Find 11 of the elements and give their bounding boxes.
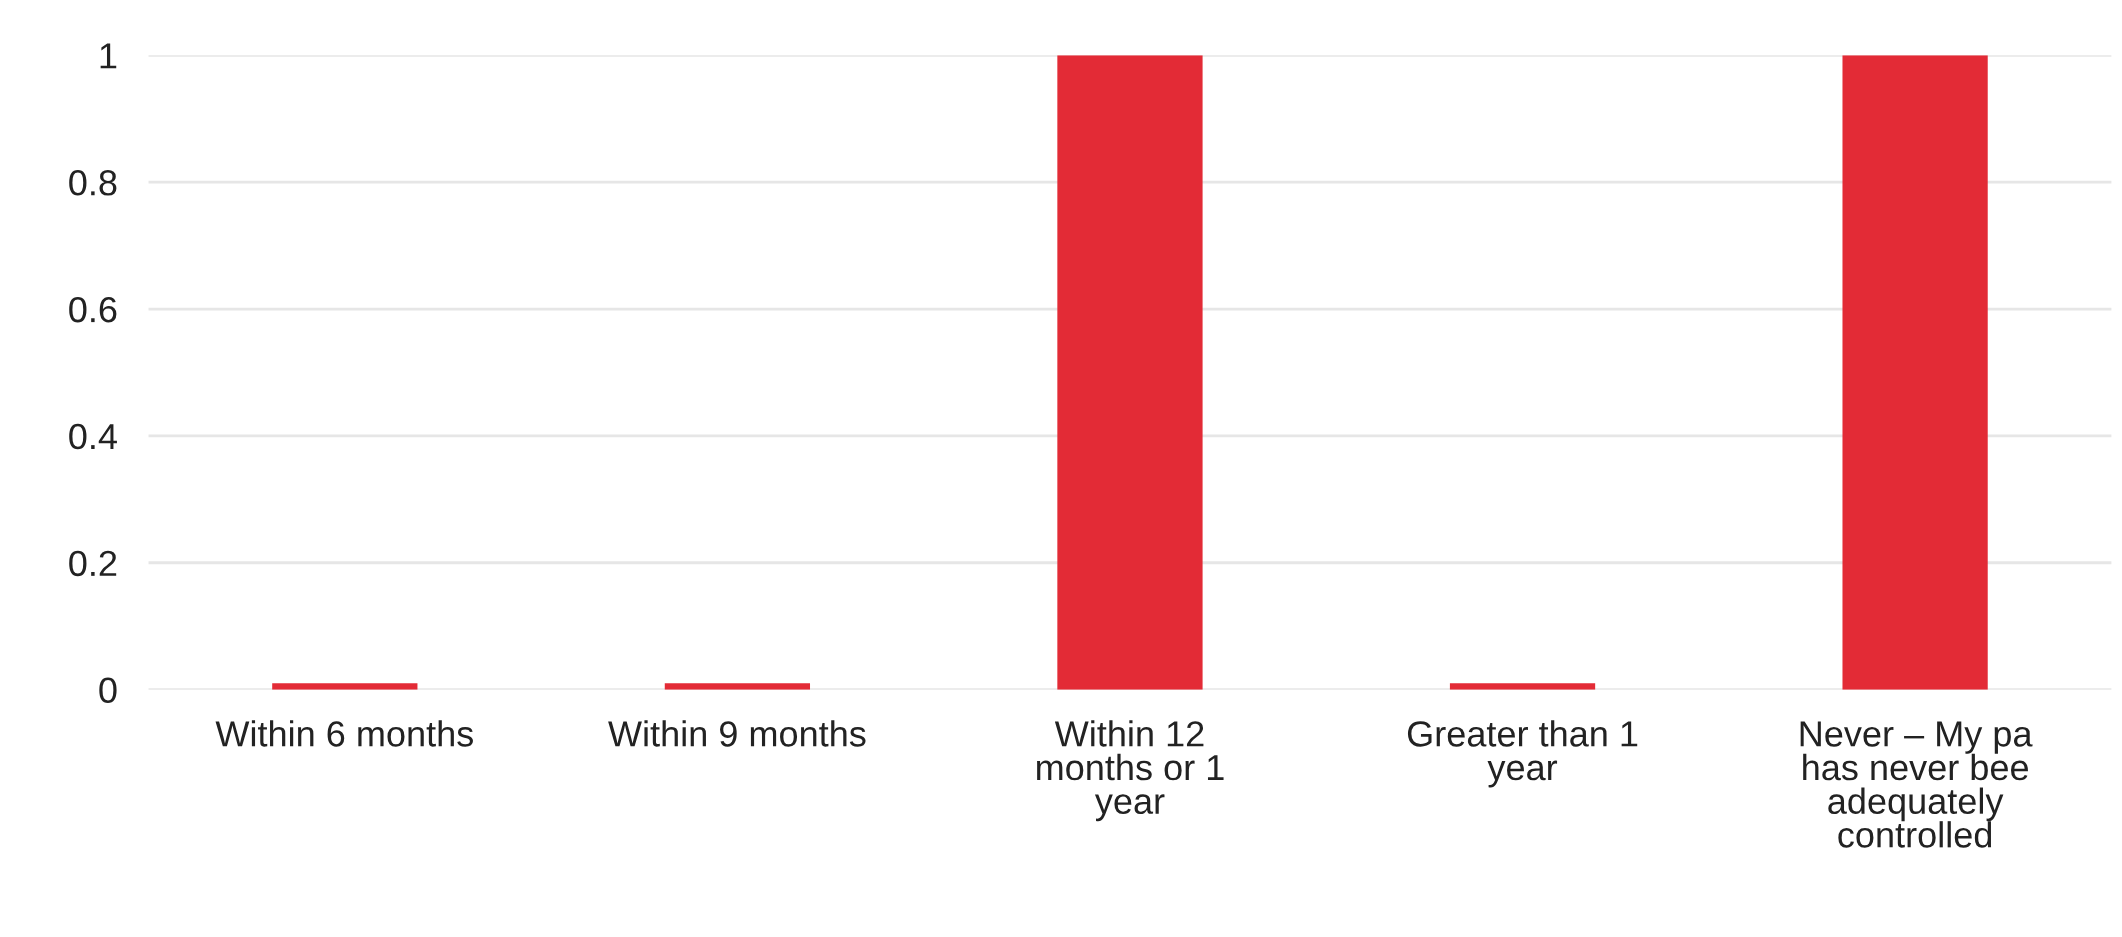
x-tick-label: Never – My pa has never bee adequately controlled bbox=[1800, 721, 2033, 848]
y-tick-label: 1 bbox=[100, 43, 117, 69]
x-tick-label: Greater than 1 year bbox=[1407, 720, 1638, 788]
y-tick-label: 0.4 bbox=[69, 423, 117, 450]
x-tick-label: Within 9 months bbox=[608, 720, 866, 747]
y-tick-label: 0.2 bbox=[69, 550, 117, 577]
x-tick-label: Within 12 months or 1 year bbox=[1037, 720, 1224, 822]
y-tick-label: 0.6 bbox=[69, 296, 117, 323]
x-tick-label: Within 6 months bbox=[215, 720, 473, 747]
y-tick-label: 0 bbox=[99, 677, 117, 704]
y-tick-label: 0.8 bbox=[69, 170, 117, 196]
